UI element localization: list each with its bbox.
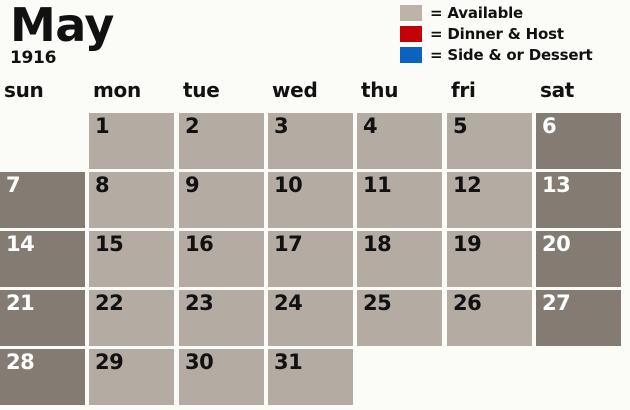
day-cell[interactable]: 30: [179, 349, 264, 405]
weekday-header-sun: sun: [4, 78, 44, 102]
weekday-header-row: sun mon tue wed thu fri sat: [0, 78, 630, 110]
day-cell[interactable]: 21: [0, 290, 85, 346]
day-cell[interactable]: 20: [536, 231, 621, 287]
day-number: 11: [363, 173, 392, 197]
weekday-header-thu: thu: [361, 78, 399, 102]
dinner-swatch: [400, 26, 422, 42]
day-cell[interactable]: 31: [268, 349, 353, 405]
day-number: 31: [274, 350, 303, 374]
day-cell[interactable]: 28: [0, 349, 85, 405]
day-number: 19: [453, 232, 482, 256]
day-number: 29: [95, 350, 124, 374]
day-number: 30: [185, 350, 214, 374]
day-number: 6: [542, 114, 557, 138]
legend-item: = Available: [400, 3, 628, 23]
page-title: May: [10, 0, 114, 52]
day-cell-empty: [0, 113, 85, 169]
legend-item-label: = Available: [430, 4, 524, 22]
day-number: 25: [363, 291, 392, 315]
day-cell[interactable]: 14: [0, 231, 85, 287]
day-cell[interactable]: 3: [268, 113, 353, 169]
day-number: 5: [453, 114, 468, 138]
day-number: 9: [185, 173, 200, 197]
legend-item: = Side & or Dessert: [400, 45, 628, 65]
day-cell[interactable]: 13: [536, 172, 621, 228]
day-number: 3: [274, 114, 289, 138]
day-number: 16: [185, 232, 214, 256]
day-cell[interactable]: 5: [447, 113, 532, 169]
day-cell[interactable]: 9: [179, 172, 264, 228]
day-number: 24: [274, 291, 303, 315]
day-cell[interactable]: 2: [179, 113, 264, 169]
day-number: 21: [6, 291, 35, 315]
day-cell-empty: [536, 349, 621, 405]
day-cell[interactable]: 16: [179, 231, 264, 287]
day-cell[interactable]: 29: [89, 349, 174, 405]
day-cell[interactable]: 7: [0, 172, 85, 228]
available-swatch: [400, 5, 422, 21]
day-cell[interactable]: 17: [268, 231, 353, 287]
day-cell[interactable]: 25: [357, 290, 442, 346]
calendar-header: May 1916 = Available = Dinner & Host = Sid…: [0, 0, 630, 78]
day-cell[interactable]: 18: [357, 231, 442, 287]
weekday-header-tue: tue: [183, 78, 220, 102]
day-number: 12: [453, 173, 482, 197]
legend-item: = Dinner & Host: [400, 24, 628, 44]
legend: = Available = Dinner & Host = Side & or De…: [400, 3, 628, 66]
calendar-grid: 1 2 3 4 5 6 7 8 9 10 11 12 13 14 15 16 17 18 19 20 21 22 23 24 2…: [0, 113, 630, 408]
day-cell[interactable]: 11: [357, 172, 442, 228]
weekday-header-mon: mon: [93, 78, 141, 102]
day-number: 13: [542, 173, 571, 197]
day-number: 10: [274, 173, 303, 197]
day-cell[interactable]: 27: [536, 290, 621, 346]
day-cell[interactable]: 12: [447, 172, 532, 228]
legend-item-label: = Dinner & Host: [430, 25, 564, 43]
weekday-header-wed: wed: [272, 78, 318, 102]
day-cell[interactable]: 10: [268, 172, 353, 228]
day-number: 23: [185, 291, 214, 315]
day-number: 2: [185, 114, 200, 138]
day-cell[interactable]: 1: [89, 113, 174, 169]
day-cell[interactable]: 6: [536, 113, 621, 169]
day-number: 8: [95, 173, 110, 197]
weekday-header-sat: sat: [540, 78, 575, 102]
day-number: 15: [95, 232, 124, 256]
day-cell[interactable]: 8: [89, 172, 174, 228]
day-number: 17: [274, 232, 303, 256]
weekday-header-fri: fri: [451, 78, 476, 102]
day-cell[interactable]: 26: [447, 290, 532, 346]
day-number: 22: [95, 291, 124, 315]
day-cell[interactable]: 23: [179, 290, 264, 346]
day-number: 14: [6, 232, 35, 256]
dessert-swatch: [400, 47, 422, 63]
year-label: 1916: [10, 48, 57, 68]
day-number: 28: [6, 350, 35, 374]
day-cell[interactable]: 22: [89, 290, 174, 346]
day-cell-empty: [357, 349, 442, 405]
day-cell[interactable]: 19: [447, 231, 532, 287]
day-number: 27: [542, 291, 571, 315]
day-number: 26: [453, 291, 482, 315]
day-number: 1: [95, 114, 110, 138]
day-cell[interactable]: 4: [357, 113, 442, 169]
day-number: 4: [363, 114, 378, 138]
title-block: May 1916: [10, 2, 114, 67]
day-number: 7: [6, 173, 21, 197]
day-cell[interactable]: 24: [268, 290, 353, 346]
legend-item-label: = Side & or Dessert: [430, 46, 593, 64]
day-number: 20: [542, 232, 571, 256]
day-cell-empty: [447, 349, 532, 405]
day-cell[interactable]: 15: [89, 231, 174, 287]
day-number: 18: [363, 232, 392, 256]
